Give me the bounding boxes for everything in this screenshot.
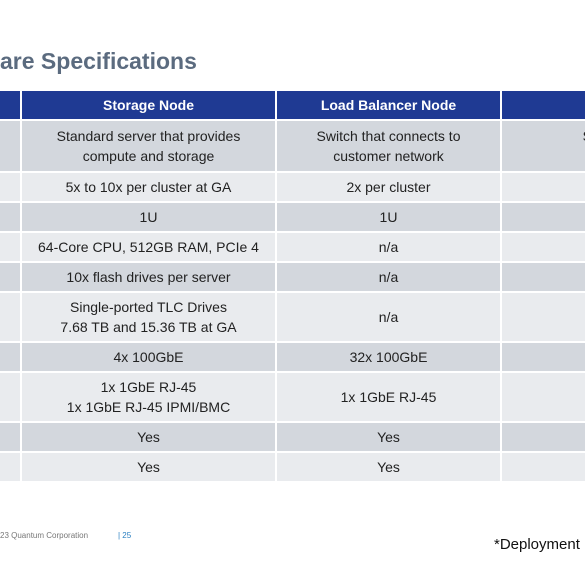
table-cell: Single-ported TLC Drives 7.68 TB and 15.… xyxy=(22,293,277,343)
table-cell: Yes xyxy=(277,423,502,453)
table-cell xyxy=(502,343,585,373)
table-cell: Standard server that provides compute an… xyxy=(22,121,277,173)
table-cell: Yes xyxy=(22,453,277,483)
table-cell: 2x per cluster xyxy=(277,173,502,203)
table-cell: 10x flash drives per server xyxy=(22,263,277,293)
table-cell: n/a xyxy=(277,233,502,263)
table-cell: 1 xyxy=(502,173,585,203)
table-cell: 32x 100GbE xyxy=(277,343,502,373)
table-cell xyxy=(502,263,585,293)
table-cell xyxy=(502,453,585,483)
table-cell: Yes xyxy=(22,423,277,453)
table-cell: 4x 100GbE xyxy=(22,343,277,373)
table-cell xyxy=(0,423,22,453)
table-cell: 1U xyxy=(22,203,277,233)
table-cell: Load Balancer Node xyxy=(277,91,502,121)
table-cell xyxy=(0,233,22,263)
table-cell: n/a xyxy=(277,293,502,343)
table-cell xyxy=(0,293,22,343)
table-cell xyxy=(0,343,22,373)
table-cell: 1x 1GbE RJ-45 1x 1GbE RJ-45 IPMI/BMC xyxy=(22,373,277,423)
table-cell: 1x 1GbE RJ-45 xyxy=(277,373,502,423)
table-cell xyxy=(0,91,22,121)
table-cell: Storage Node xyxy=(22,91,277,121)
table-cell xyxy=(502,293,585,343)
copyright: 23 Quantum Corporation xyxy=(0,531,89,540)
page-number: | 25 xyxy=(118,531,132,540)
table-cell xyxy=(0,203,22,233)
table-cell: 1 xyxy=(502,373,585,423)
table-cell: 1U xyxy=(277,203,502,233)
table-cell: n/a xyxy=(277,263,502,293)
slide-title: are Specifications xyxy=(0,48,197,74)
table-cell xyxy=(502,423,585,453)
table-cell xyxy=(0,263,22,293)
table-cell xyxy=(0,453,22,483)
table-cell: Yes xyxy=(277,453,502,483)
table-cell: Switch th config xyxy=(502,121,585,173)
table-cell: 5x to 10x per cluster at GA xyxy=(22,173,277,203)
table-cell xyxy=(0,121,22,173)
table-cell: 64-Core CPU, 512GB RAM, PCIe 4 xyxy=(22,233,277,263)
table-cell xyxy=(502,203,585,233)
footnote: *Deployment xyxy=(494,536,580,553)
table-cell xyxy=(0,173,22,203)
table-cell: Dep xyxy=(502,91,585,121)
table-cell xyxy=(0,373,22,423)
table-cell: Switch that connects to customer network xyxy=(277,121,502,173)
table-cell xyxy=(502,233,585,263)
